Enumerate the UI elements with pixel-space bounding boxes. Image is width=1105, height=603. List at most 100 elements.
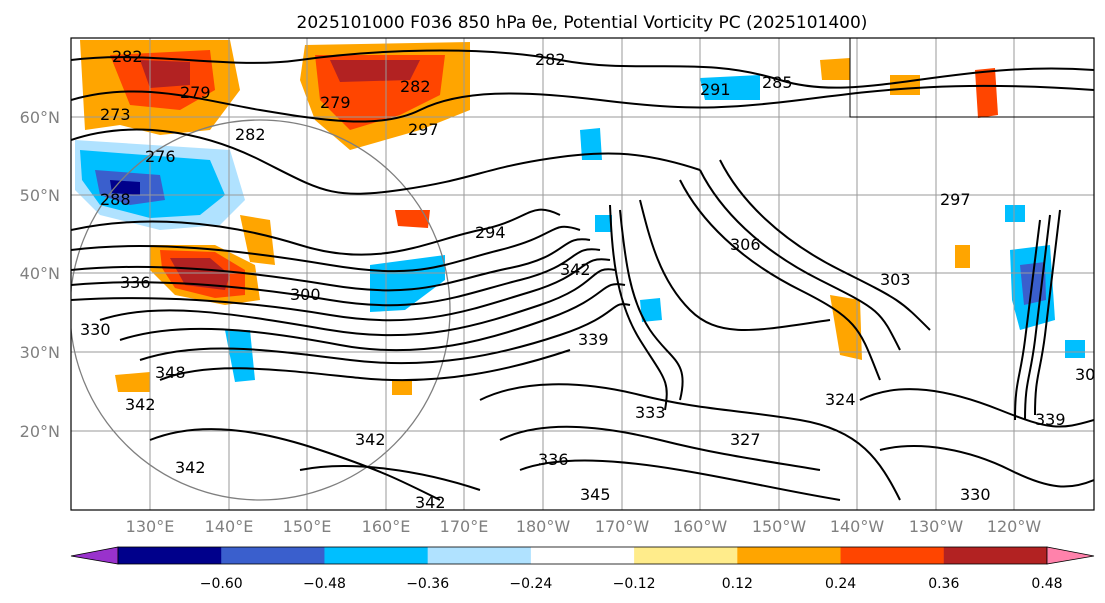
map-frame	[70, 37, 1095, 511]
contour-label: 339	[578, 330, 609, 349]
colorbar-segment	[427, 547, 532, 564]
colorbar-tick-label: 0.48	[1031, 576, 1062, 592]
lon-label: 130°E	[126, 517, 175, 536]
colorbar-segment	[118, 547, 222, 564]
contour-label: 279	[320, 93, 351, 112]
contour-label: 303	[880, 270, 911, 289]
contour-label: 279	[180, 83, 211, 102]
contour-label: 291	[700, 80, 731, 99]
colorbar-tick-label: 0.24	[825, 576, 856, 592]
latitude-labels: 60°N 50°N 40°N 30°N 20°N	[20, 108, 60, 441]
lon-label: 160°E	[362, 517, 411, 536]
colorbar-tick-label: −0.24	[509, 576, 552, 592]
lon-label: 130°W	[909, 517, 964, 536]
colorbar-extend-high	[1046, 546, 1095, 565]
map-plot-area: 282 279 273 276 282 288 282 285 297 279 …	[71, 38, 1105, 512]
contour-label: 288	[100, 190, 131, 209]
contour-label: 306	[730, 235, 761, 254]
lon-label: 170°E	[440, 517, 489, 536]
pv-anomaly-positive	[820, 58, 850, 80]
contour-label: 282	[112, 47, 143, 66]
pv-anomaly-negative	[1065, 340, 1085, 358]
contour-label: 336	[538, 450, 569, 469]
colorbar-tick-label: −0.12	[613, 576, 656, 592]
pv-anomaly-negative	[640, 298, 662, 322]
contour-label: 276	[145, 147, 176, 166]
contour-label: 330	[960, 485, 991, 504]
lat-label: 20°N	[20, 422, 60, 441]
contour-label: 342	[125, 395, 156, 414]
longitude-labels: 130°E 140°E 150°E 160°E 170°E 180°W 170°…	[126, 517, 1042, 536]
lon-label: 160°W	[673, 517, 728, 536]
colorbar-segment	[530, 547, 635, 564]
contour-labels: 282 279 273 276 282 288 282 285 297 279 …	[80, 47, 1105, 512]
colorbar-tick-label: −0.60	[200, 576, 243, 592]
contour-label: 348	[155, 363, 186, 382]
lat-label: 30°N	[20, 343, 60, 362]
lon-label: 140°E	[205, 517, 254, 536]
contour-label: 294	[475, 223, 506, 242]
colorbar-segment	[737, 547, 842, 564]
contour-label: 282	[235, 125, 266, 144]
contour-label: 327	[730, 430, 761, 449]
colorbar-tick-label: 0.12	[722, 576, 753, 592]
contour-label: 303	[1075, 365, 1105, 384]
pv-anomaly-positive	[170, 258, 230, 290]
inset-box	[849, 38, 1094, 118]
contour-label: 324	[825, 390, 856, 409]
lon-label: 150°W	[752, 517, 807, 536]
colorbar-segment	[943, 547, 1048, 564]
pv-anomaly-positive	[395, 210, 430, 228]
lon-label: 140°W	[830, 517, 885, 536]
contour-label: 339	[1035, 410, 1066, 429]
contour-label: 282	[400, 77, 431, 96]
colorbar-tick-label: −0.36	[406, 576, 449, 592]
lat-label: 60°N	[20, 108, 60, 127]
colorbar-tick-label: −0.48	[303, 576, 346, 592]
colorbar-segment	[840, 547, 945, 564]
range-circle	[71, 119, 451, 501]
colorbar: −0.60 −0.48 −0.36 −0.24 −0.12 0.12 0.24 0.36 0.4…	[70, 546, 1095, 592]
pv-anomaly-positive	[955, 245, 970, 268]
contour-label: 336	[120, 273, 151, 292]
pv-anomaly-positive	[975, 68, 998, 118]
contour-label: 342	[560, 260, 591, 279]
colorbar-segment	[221, 547, 325, 564]
pv-anomaly-positive	[115, 372, 150, 392]
pv-anomaly-negative	[700, 75, 760, 100]
pv-anomaly-negative	[580, 128, 602, 160]
pv-anomaly-positive	[392, 380, 412, 395]
contour-label: 273	[100, 105, 131, 124]
contour-label: 285	[762, 73, 793, 92]
map-title: 2025101000 F036 850 hPa θe, Potential Vo…	[297, 13, 868, 33]
pv-anomaly-positive	[330, 60, 420, 82]
contour-label: 342	[175, 458, 206, 477]
lon-label: 180°W	[516, 517, 571, 536]
pv-anomaly-positive	[140, 60, 190, 88]
lon-label: 150°E	[283, 517, 332, 536]
contour-label: 342	[355, 430, 386, 449]
contour-label: 300	[290, 285, 321, 304]
colorbar-ticks: −0.60 −0.48 −0.36 −0.24 −0.12 0.12 0.24 0.36 0.4…	[200, 576, 1063, 592]
pv-anomaly-negative	[595, 215, 612, 232]
contour-label: 297	[940, 190, 971, 209]
lat-label: 50°N	[20, 186, 60, 205]
contour-label: 333	[635, 403, 666, 422]
pv-anomaly-positive	[890, 75, 920, 95]
colorbar-tick-label: 0.36	[928, 576, 959, 592]
colorbar-extend-low	[70, 546, 119, 565]
contour-label: 297	[408, 120, 439, 139]
colorbar-segment	[634, 547, 738, 564]
colorbar-segment	[324, 547, 429, 564]
theta-e-contours	[71, 49, 1094, 501]
lon-label: 170°W	[595, 517, 650, 536]
pv-anomaly-negative	[1005, 205, 1025, 222]
contour-label: 345	[580, 485, 611, 504]
contour-label: 282	[535, 50, 566, 69]
lat-label: 40°N	[20, 264, 60, 283]
contour-label: 342	[415, 493, 446, 512]
contour-label: 330	[80, 320, 111, 339]
lon-label: 120°W	[987, 517, 1042, 536]
pv-anomaly-shading	[75, 40, 1085, 395]
